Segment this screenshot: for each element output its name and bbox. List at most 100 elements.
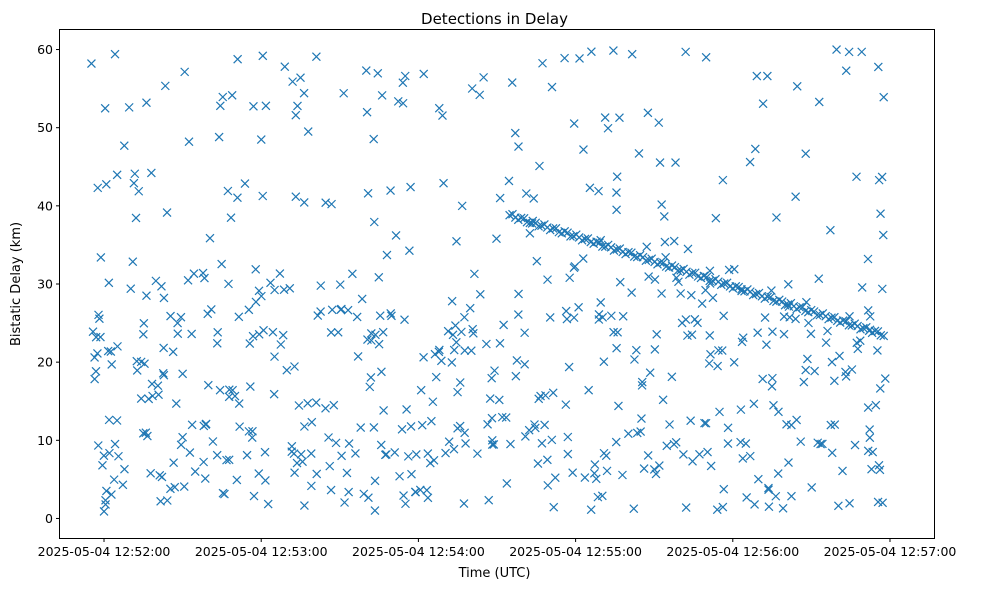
data-point	[513, 215, 523, 225]
data-point	[763, 292, 773, 302]
data-point	[654, 118, 664, 128]
data-point	[643, 451, 653, 460]
data-point	[838, 316, 848, 325]
data-point	[417, 420, 427, 430]
data-point	[852, 172, 861, 182]
data-point	[706, 349, 715, 359]
data-point	[199, 457, 209, 467]
data-point	[863, 446, 873, 456]
data-point	[672, 273, 681, 283]
data-point	[104, 278, 114, 288]
data-point	[467, 84, 477, 93]
data-point	[296, 449, 306, 459]
data-point	[258, 191, 268, 201]
data-point	[391, 231, 401, 240]
data-point	[779, 312, 789, 322]
data-point	[845, 311, 854, 321]
x-tick-label: 2025-05-04 12:53:00	[195, 544, 328, 559]
data-point	[719, 484, 729, 494]
data-point	[479, 72, 489, 82]
data-point	[857, 283, 867, 292]
data-point	[510, 128, 520, 138]
data-point	[537, 438, 547, 448]
data-point	[327, 305, 337, 315]
data-point	[655, 158, 665, 167]
data-point	[563, 449, 573, 459]
data-point	[380, 450, 390, 460]
data-point	[411, 449, 421, 459]
data-point	[159, 343, 169, 353]
data-point	[312, 469, 322, 479]
data-point	[589, 468, 599, 478]
data-point	[852, 338, 862, 348]
data-point	[538, 58, 547, 68]
data-point	[736, 284, 746, 294]
data-point	[817, 439, 827, 449]
data-point	[101, 179, 111, 189]
data-point	[700, 418, 709, 428]
data-point	[758, 374, 768, 384]
data-point	[316, 281, 326, 291]
data-point	[760, 313, 770, 323]
data-point	[166, 311, 175, 321]
data-point	[184, 137, 194, 147]
x-axis-ticks: 2025-05-04 12:52:00 2025-05-04 12:53:00 20…	[38, 538, 956, 559]
data-point	[101, 486, 111, 496]
data-point	[695, 449, 704, 459]
data-point	[706, 461, 716, 471]
data-point	[351, 449, 360, 458]
data-point	[527, 219, 537, 228]
data-point	[778, 503, 788, 513]
data-point	[142, 431, 152, 441]
data-point	[260, 475, 270, 485]
data-point	[631, 345, 641, 355]
data-point	[764, 483, 773, 493]
data-point	[653, 259, 662, 269]
data-point	[876, 209, 885, 219]
data-point	[407, 469, 416, 479]
data-point	[180, 67, 190, 77]
data-point	[110, 439, 120, 449]
data-point	[863, 306, 873, 315]
data-point	[390, 447, 400, 457]
data-point	[603, 123, 613, 133]
data-point	[449, 345, 459, 355]
data-point	[128, 257, 138, 267]
data-point	[382, 250, 392, 260]
data-point	[799, 377, 809, 387]
data-point	[731, 281, 741, 291]
data-point	[833, 501, 843, 511]
data-point	[134, 186, 144, 196]
data-point	[473, 449, 482, 459]
data-point	[742, 493, 752, 502]
data-point	[321, 403, 330, 413]
data-point	[431, 372, 441, 382]
data-point	[586, 505, 596, 515]
data-point	[460, 346, 470, 355]
data-point	[669, 236, 679, 246]
data-point	[594, 310, 604, 319]
data-point	[697, 299, 707, 308]
data-point	[278, 330, 288, 340]
data-point	[565, 273, 575, 283]
data-point	[140, 359, 149, 369]
data-point	[157, 281, 166, 291]
data-point	[827, 448, 837, 458]
y-tick-label: 0	[45, 511, 53, 526]
data-point	[618, 311, 628, 321]
y-tick-label: 40	[37, 198, 53, 213]
data-point	[863, 403, 873, 412]
data-point	[516, 213, 526, 223]
data-point	[705, 278, 715, 288]
data-point	[723, 439, 733, 449]
data-point	[745, 157, 755, 167]
data-point	[665, 420, 674, 429]
data-point	[719, 279, 729, 288]
data-point	[224, 455, 234, 465]
data-point	[311, 52, 321, 62]
data-point	[313, 311, 323, 320]
data-point	[453, 387, 463, 397]
data-point	[671, 158, 680, 168]
data-point	[299, 422, 309, 431]
data-point	[213, 327, 223, 337]
